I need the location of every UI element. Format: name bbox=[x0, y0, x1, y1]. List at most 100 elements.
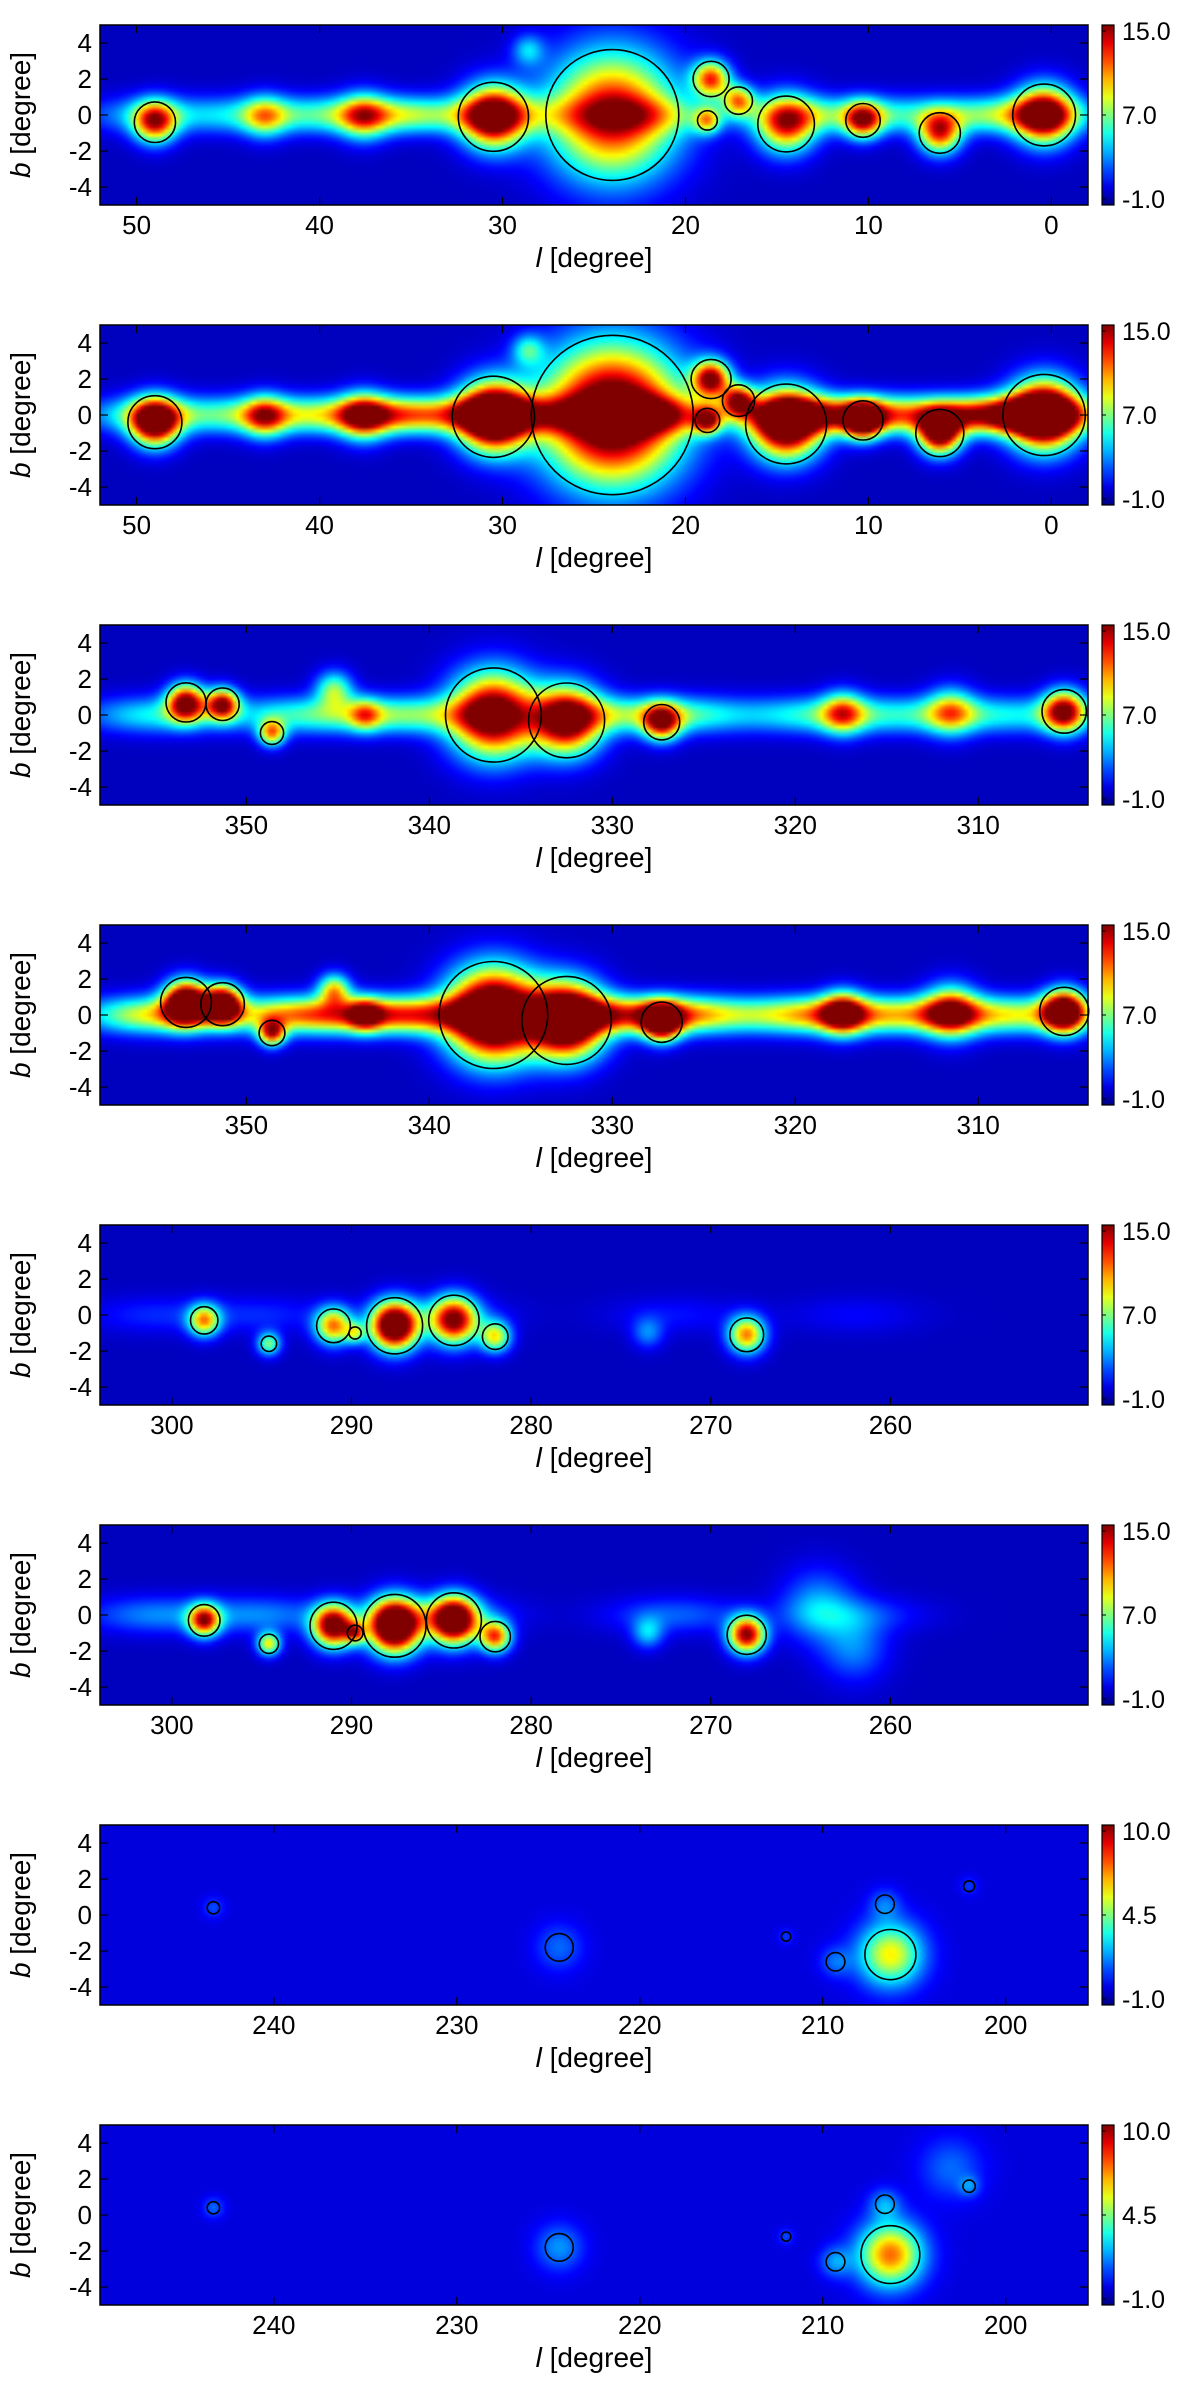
x-axis: 350 340 330 320 310 bbox=[225, 625, 1000, 840]
source-contour-7 bbox=[521, 975, 613, 1066]
source-contour-5 bbox=[365, 1296, 424, 1355]
source-contour-7 bbox=[962, 2179, 977, 2194]
colorbar: 10.0 4.5 -1.0 bbox=[1101, 1818, 1171, 2014]
x-tick-label: 30 bbox=[488, 210, 517, 240]
source-contour-2 bbox=[544, 2232, 575, 2262]
source-contour-4 bbox=[825, 2251, 846, 2272]
x-axis: 240 230 220 210 200 bbox=[252, 1825, 1027, 2040]
y-tick-label: -2 bbox=[69, 1636, 92, 1666]
colorbar: 15.0 7.0 -1.0 bbox=[1101, 18, 1171, 214]
x-tick-label: 200 bbox=[984, 2010, 1027, 2040]
source-contour-6 bbox=[860, 2224, 921, 2285]
y-tick-label: -2 bbox=[69, 736, 92, 766]
x-tick-label: 220 bbox=[618, 2010, 661, 2040]
source-contour-6 bbox=[438, 960, 549, 1070]
y-tick-label: 4 bbox=[78, 328, 92, 358]
y-tick-label: 4 bbox=[78, 928, 92, 958]
y-axis-label: b [degree] bbox=[5, 52, 36, 178]
source-contour-7 bbox=[481, 1322, 509, 1351]
colorbar: 15.0 7.0 -1.0 bbox=[1101, 318, 1171, 514]
colorbar-tick-label: 7.0 bbox=[1122, 1302, 1157, 1330]
source-contour-7 bbox=[479, 1620, 512, 1653]
source-contour-8 bbox=[640, 1001, 684, 1044]
x-tick-label: 270 bbox=[689, 1410, 732, 1440]
x-tick-label: 230 bbox=[435, 2310, 478, 2340]
x-tick-label: 350 bbox=[225, 1110, 268, 1140]
colorbar-tick-label: 15.0 bbox=[1122, 318, 1171, 346]
source-contour-3 bbox=[259, 720, 285, 746]
y-axis: 4 2 0 -2 -4 bbox=[69, 1228, 1088, 1402]
panel-1: 50 40 30 20 10 0l [degree]420-2-4b [degree]15… bbox=[5, 18, 1171, 273]
y-tick-label: 4 bbox=[78, 1228, 92, 1258]
source-contour-2 bbox=[200, 981, 246, 1027]
source-contour-12 bbox=[914, 408, 965, 458]
source-contour-3 bbox=[780, 1931, 792, 1942]
y-axis-label: b [degree] bbox=[5, 1852, 36, 1978]
y-axis-label: b [degree] bbox=[5, 652, 36, 778]
source-contour-4 bbox=[348, 1326, 362, 1340]
x-axis: 300 290 280 270 260 bbox=[150, 1225, 912, 1440]
panel-6: 300 290 280 270 260 l [degree] 4 2 0 -2 -4 b [degre… bbox=[5, 1518, 1171, 1773]
x-tick-label: 240 bbox=[252, 2310, 295, 2340]
colorbar-tick-label: 10.0 bbox=[1122, 2118, 1171, 2146]
x-tick-label: 350 bbox=[225, 810, 268, 840]
x-axis: 240 230 220 210 200 bbox=[252, 2125, 1027, 2340]
x-tick-label: 260 bbox=[869, 1410, 912, 1440]
y-tick-label: -4 bbox=[69, 472, 92, 502]
x-axis: 350 340 330 320 310 bbox=[225, 925, 1000, 1140]
y-axis-label: b [degree] bbox=[5, 1552, 36, 1678]
colorbar-tick-label: 7.0 bbox=[1122, 1002, 1157, 1030]
y-tick-label: 2 bbox=[78, 1564, 92, 1594]
x-tick-label: 20 bbox=[671, 510, 700, 540]
colorbar-tick-label: -1.0 bbox=[1122, 2286, 1165, 2314]
y-axis-label: b [degree] bbox=[5, 352, 36, 478]
x-tick-label: 10 bbox=[854, 210, 883, 240]
source-contour-5 bbox=[362, 1593, 427, 1659]
source-contour-6 bbox=[444, 667, 543, 763]
source-contour-8 bbox=[642, 703, 681, 741]
source-contour-9 bbox=[696, 109, 719, 131]
source-contour-1 bbox=[206, 1900, 221, 1915]
x-tick-label: 300 bbox=[150, 1410, 193, 1440]
colorbar-tick-label: 7.0 bbox=[1122, 702, 1157, 730]
y-tick-label: -4 bbox=[69, 1672, 92, 1702]
y-tick-label: -2 bbox=[69, 2236, 92, 2266]
y-axis: 4 2 0 -2 -4 bbox=[69, 328, 1088, 502]
x-tick-label: 290 bbox=[330, 1410, 373, 1440]
source-contour-6 bbox=[864, 1928, 917, 1981]
colorbar-tick-label: -1.0 bbox=[1122, 186, 1165, 214]
heatmap-image bbox=[100, 25, 1088, 205]
x-tick-label: 20 bbox=[671, 210, 700, 240]
source-contour-4 bbox=[346, 1624, 364, 1642]
x-tick-label: 310 bbox=[957, 810, 1000, 840]
y-tick-label: 4 bbox=[78, 2128, 92, 2158]
y-tick-label: 0 bbox=[78, 100, 92, 130]
y-axis: 4 2 0 -2 -4 bbox=[69, 928, 1088, 1102]
heatmap-image bbox=[100, 1225, 1088, 1405]
x-tick-label: 40 bbox=[305, 210, 334, 240]
x-tick-label: 280 bbox=[509, 1410, 552, 1440]
source-contour-6 bbox=[425, 1592, 483, 1649]
x-axis-label: l [degree] bbox=[536, 1742, 653, 1773]
y-tick-label: 4 bbox=[78, 1828, 92, 1858]
source-contour-1 bbox=[189, 1305, 219, 1335]
x-tick-label: 40 bbox=[305, 510, 334, 540]
y-tick-label: 0 bbox=[78, 1000, 92, 1030]
y-tick-label: -4 bbox=[69, 2272, 92, 2302]
y-tick-label: 2 bbox=[78, 664, 92, 694]
colorbar-tick-label: -1.0 bbox=[1122, 1086, 1165, 1114]
y-tick-label: 0 bbox=[78, 1600, 92, 1630]
y-axis-label: b [degree] bbox=[5, 2152, 36, 2278]
y-axis: 4 2 0 -2 -4 bbox=[69, 628, 1088, 802]
y-tick-label: 2 bbox=[78, 964, 92, 994]
source-contour-7 bbox=[962, 1879, 976, 1893]
x-tick-label: 270 bbox=[689, 1710, 732, 1740]
y-tick-label: -4 bbox=[69, 1972, 92, 2002]
colorbar-tick-label: 15.0 bbox=[1122, 1518, 1171, 1546]
x-tick-label: 340 bbox=[408, 1110, 451, 1140]
source-contour-4 bbox=[825, 1951, 846, 1972]
colorbar-tick-label: 4.5 bbox=[1122, 1902, 1157, 1930]
colorbar-tick-label: -1.0 bbox=[1122, 786, 1165, 814]
x-tick-label: 210 bbox=[801, 2010, 844, 2040]
y-tick-label: -4 bbox=[69, 1072, 92, 1102]
